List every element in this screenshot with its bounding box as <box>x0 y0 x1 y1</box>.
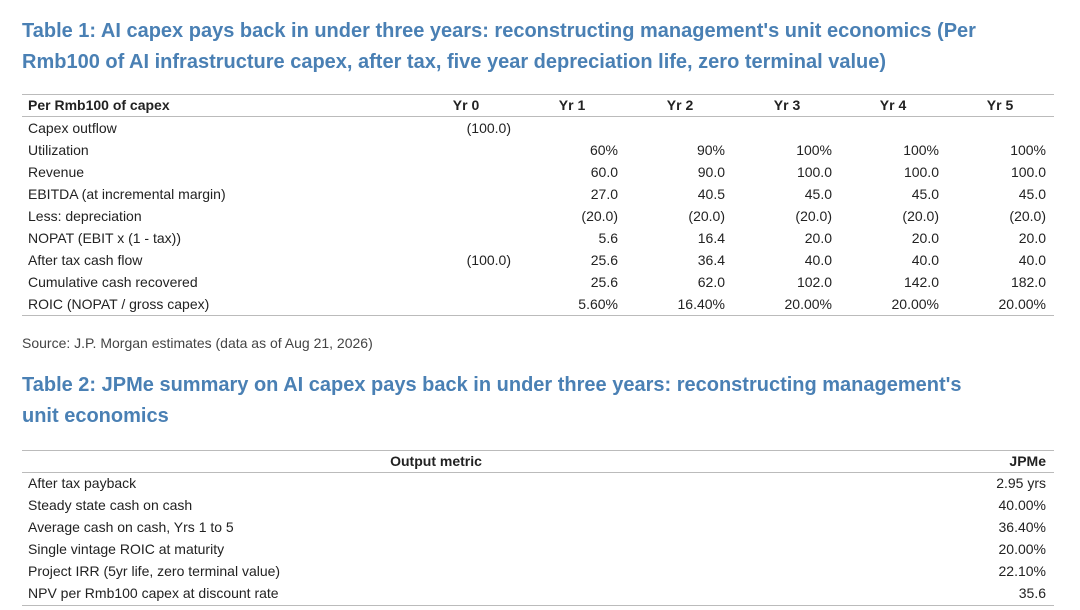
row-label: Revenue <box>28 164 85 180</box>
cell-value: 100.0 <box>1010 164 1046 180</box>
cell-value: 90.0 <box>697 164 725 180</box>
cell-value: 22.10% <box>998 563 1046 579</box>
cell-value: 45.0 <box>911 186 939 202</box>
row-label: Single vintage ROIC at maturity <box>28 541 225 557</box>
cell-value: (20.0) <box>795 208 832 224</box>
row-label: Less: depreciation <box>28 208 142 224</box>
cell-value: 20.0 <box>911 230 939 246</box>
column-header: Yr 5 <box>986 97 1014 113</box>
table-title: unit economics <box>22 405 169 427</box>
row-label: NOPAT (EBIT x (1 - tax)) <box>28 230 181 246</box>
cell-value: 20.00% <box>891 296 939 312</box>
cell-value: (20.0) <box>1009 208 1046 224</box>
cell-value: 100% <box>796 142 832 158</box>
row-label: Cumulative cash recovered <box>28 274 198 290</box>
cell-value: 40.5 <box>697 186 725 202</box>
cell-value: 20.00% <box>998 541 1046 557</box>
column-header: Per Rmb100 of capex <box>28 97 170 113</box>
cell-value: 142.0 <box>903 274 939 290</box>
cell-value: 35.6 <box>1018 585 1046 601</box>
cell-value: 100.0 <box>796 164 832 180</box>
cell-value: 36.40% <box>998 519 1046 535</box>
cell-value: 20.00% <box>998 296 1046 312</box>
table-bottom-rule <box>22 605 1054 606</box>
cell-value: 40.0 <box>1018 252 1046 268</box>
cell-value: 100% <box>1010 142 1046 158</box>
cell-value: 27.0 <box>590 186 618 202</box>
cell-value: 40.0 <box>911 252 939 268</box>
column-header: Yr 3 <box>773 97 801 113</box>
header-rule <box>22 116 1054 117</box>
table-top-rule <box>22 450 1054 451</box>
cell-value: 40.00% <box>998 497 1046 513</box>
column-header: JPMe <box>1009 453 1046 469</box>
table-title: Table 1: AI capex pays back in under thr… <box>22 20 976 42</box>
cell-value: 16.40% <box>677 296 725 312</box>
cell-value: (100.0) <box>466 120 511 136</box>
cell-value: 20.00% <box>784 296 832 312</box>
row-label: Average cash on cash, Yrs 1 to 5 <box>28 519 234 535</box>
column-header: Output metric <box>390 453 482 469</box>
cell-value: 62.0 <box>697 274 725 290</box>
cell-value: 102.0 <box>796 274 832 290</box>
row-label: After tax payback <box>28 475 137 491</box>
cell-value: 90% <box>696 142 725 158</box>
cell-value: 45.0 <box>804 186 832 202</box>
cell-value: (100.0) <box>466 252 511 268</box>
cell-value: 25.6 <box>590 252 618 268</box>
cell-value: 36.4 <box>697 252 725 268</box>
table-title: Rmb100 of AI infrastructure capex, after… <box>22 51 887 73</box>
row-label: EBITDA (at incremental margin) <box>28 186 226 202</box>
row-label: ROIC (NOPAT / gross capex) <box>28 296 210 312</box>
column-header: Yr 4 <box>879 97 907 113</box>
header-rule <box>22 472 1054 473</box>
row-label: Capex outflow <box>28 120 117 136</box>
source-note: Source: J.P. Morgan estimates (data as o… <box>22 335 373 351</box>
row-label: After tax cash flow <box>28 252 143 268</box>
row-label: Project IRR (5yr life, zero terminal val… <box>28 563 281 579</box>
cell-value: (20.0) <box>688 208 725 224</box>
column-header: Yr 1 <box>558 97 586 113</box>
cell-value: (20.0) <box>902 208 939 224</box>
cell-value: 40.0 <box>804 252 832 268</box>
column-header: Yr 2 <box>666 97 694 113</box>
cell-value: 20.0 <box>804 230 832 246</box>
table-title: Table 2: JPMe summary on AI capex pays b… <box>22 374 962 396</box>
table-bottom-rule <box>22 315 1054 316</box>
cell-value: 16.4 <box>697 230 725 246</box>
row-label: NPV per Rmb100 capex at discount rate <box>28 585 279 601</box>
cell-value: 20.0 <box>1018 230 1046 246</box>
row-label: Steady state cash on cash <box>28 497 193 513</box>
cell-value: (20.0) <box>581 208 618 224</box>
cell-value: 182.0 <box>1010 274 1046 290</box>
cell-value: 5.60% <box>578 296 618 312</box>
table-top-rule <box>22 94 1054 95</box>
cell-value: 2.95 yrs <box>996 475 1046 491</box>
cell-value: 100% <box>903 142 939 158</box>
cell-value: 60.0 <box>590 164 618 180</box>
cell-value: 5.6 <box>598 230 618 246</box>
cell-value: 25.6 <box>590 274 618 290</box>
cell-value: 100.0 <box>903 164 939 180</box>
cell-value: 45.0 <box>1018 186 1046 202</box>
row-label: Utilization <box>28 142 89 158</box>
cell-value: 60% <box>589 142 618 158</box>
column-header: Yr 0 <box>452 97 480 113</box>
